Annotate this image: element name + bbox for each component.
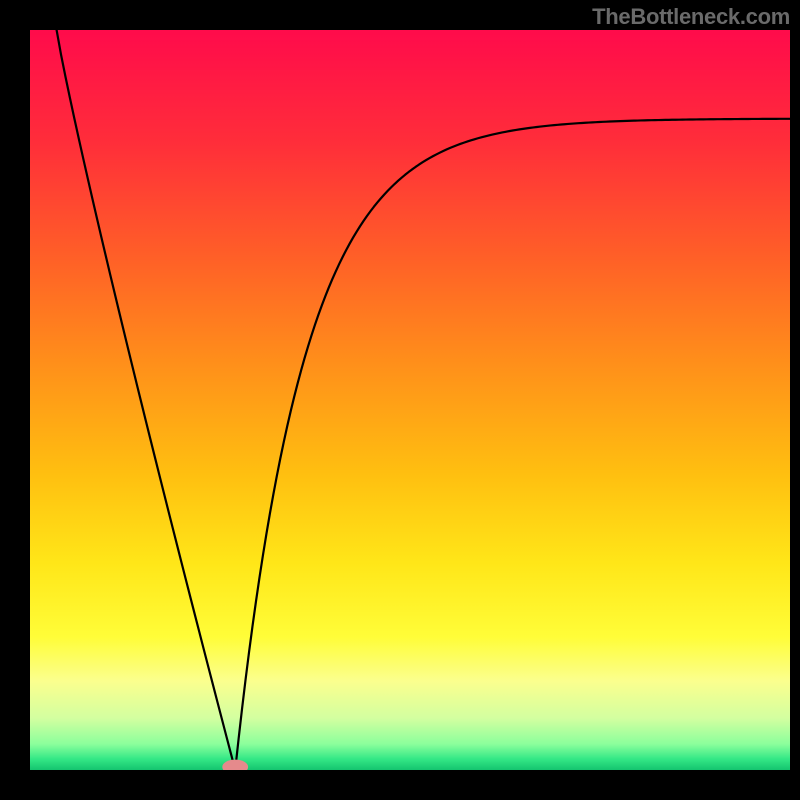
gradient-background	[30, 30, 790, 770]
bottleneck-chart	[30, 30, 790, 770]
attribution-text: TheBottleneck.com	[592, 4, 790, 30]
chart-svg	[30, 30, 790, 770]
